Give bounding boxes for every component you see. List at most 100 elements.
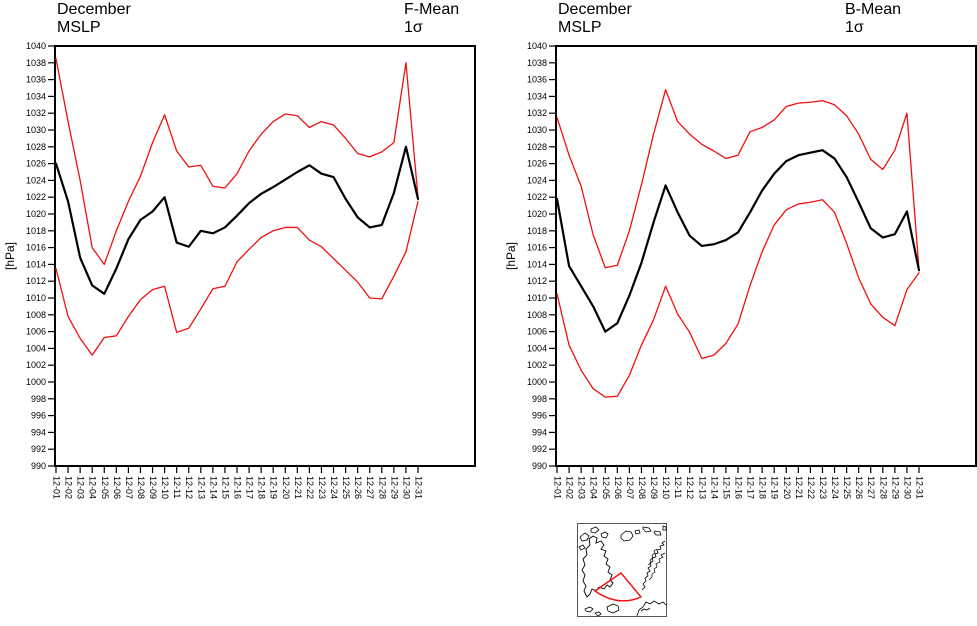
- svg-text:12-04: 12-04: [88, 476, 98, 499]
- svg-text:996: 996: [532, 411, 547, 421]
- svg-text:12-18: 12-18: [257, 476, 267, 499]
- svg-text:12-29: 12-29: [890, 476, 900, 499]
- svg-text:1026: 1026: [26, 159, 46, 169]
- svg-text:12-23: 12-23: [317, 476, 327, 499]
- coastline-norway: [641, 540, 666, 591]
- svg-text:12-11: 12-11: [673, 476, 683, 498]
- coastline-arctic-islands: [578, 526, 609, 551]
- svg-text:12-20: 12-20: [782, 476, 792, 499]
- svg-text:1010: 1010: [26, 293, 46, 303]
- svg-text:1010: 1010: [527, 293, 547, 303]
- svg-text:990: 990: [532, 461, 547, 471]
- svg-text:12-26: 12-26: [854, 476, 864, 499]
- svg-text:1020: 1020: [26, 209, 46, 219]
- chart-corner-sigma: 1σ: [404, 19, 423, 36]
- svg-text:12-25: 12-25: [842, 476, 852, 499]
- svg-text:12-28: 12-28: [878, 476, 888, 499]
- svg-text:990: 990: [31, 461, 46, 471]
- svg-text:12-17: 12-17: [746, 476, 756, 499]
- svg-text:12-22: 12-22: [305, 476, 315, 499]
- svg-text:12-07: 12-07: [124, 476, 134, 499]
- svg-text:1020: 1020: [527, 209, 547, 219]
- svg-text:12-03: 12-03: [76, 476, 86, 499]
- svg-text:12-14: 12-14: [208, 476, 218, 499]
- svg-text:12-25: 12-25: [341, 476, 351, 499]
- chart-f-mean: December MSLP F-Mean 1σ 1040 1038 1036 1034…: [0, 0, 501, 520]
- chart-b-mean: December MSLP B-Mean 1σ 1040 1038 1036 1034…: [501, 0, 977, 520]
- svg-text:1008: 1008: [527, 310, 547, 320]
- svg-text:994: 994: [532, 427, 547, 437]
- svg-text:1002: 1002: [527, 360, 547, 370]
- svg-text:12-05: 12-05: [100, 476, 110, 499]
- svg-text:1006: 1006: [527, 327, 547, 337]
- svg-text:12-13: 12-13: [196, 476, 206, 499]
- svg-text:1004: 1004: [26, 343, 46, 353]
- svg-text:12-27: 12-27: [866, 476, 876, 499]
- svg-text:1026: 1026: [527, 159, 547, 169]
- svg-text:12-08: 12-08: [637, 476, 647, 499]
- svg-text:12-04: 12-04: [589, 476, 599, 499]
- svg-text:12-17: 12-17: [245, 476, 255, 499]
- map-border: [577, 523, 667, 617]
- mslp-plot-b-mean: 1040 1038 1036 1034 1032 1030 1028 1026 1024 1022…: [504, 41, 977, 499]
- svg-text:1032: 1032: [26, 108, 46, 118]
- chart-corner-label: F-Mean: [404, 1, 460, 18]
- svg-text:12-12: 12-12: [685, 476, 695, 499]
- svg-text:1034: 1034: [527, 91, 547, 101]
- svg-text:12-19: 12-19: [770, 476, 780, 499]
- svg-text:12-15: 12-15: [220, 476, 230, 499]
- svg-text:12-24: 12-24: [830, 476, 840, 499]
- analysis-region-outline: [594, 572, 642, 602]
- svg-text:12-09: 12-09: [148, 476, 158, 499]
- svg-text:12-10: 12-10: [661, 476, 671, 499]
- svg-text:1004: 1004: [527, 343, 547, 353]
- svg-text:12-08: 12-08: [136, 476, 146, 499]
- svg-text:12-16: 12-16: [734, 476, 744, 499]
- svg-text:12-23: 12-23: [818, 476, 828, 499]
- svg-text:12-15: 12-15: [721, 476, 731, 499]
- chart-corner-sigma: 1σ: [845, 19, 864, 36]
- svg-text:12-30: 12-30: [401, 476, 411, 499]
- svg-text:1028: 1028: [527, 142, 547, 152]
- svg-text:1040: 1040: [26, 41, 46, 51]
- svg-text:[hPa]: [hPa]: [3, 242, 17, 270]
- svg-text:1032: 1032: [527, 108, 547, 118]
- svg-text:1040: 1040: [527, 41, 547, 51]
- svg-text:1016: 1016: [527, 243, 547, 253]
- coastline-iceland: [584, 603, 620, 617]
- svg-text:996: 996: [31, 411, 46, 421]
- svg-text:12-16: 12-16: [233, 476, 243, 499]
- svg-text:12-09: 12-09: [649, 476, 659, 499]
- svg-text:1030: 1030: [527, 125, 547, 135]
- svg-text:12-21: 12-21: [794, 476, 804, 499]
- chart-corner-label: B-Mean: [845, 1, 902, 18]
- svg-text:992: 992: [532, 444, 547, 454]
- svg-text:1028: 1028: [26, 142, 46, 152]
- svg-text:12-01: 12-01: [52, 476, 62, 499]
- svg-text:12-24: 12-24: [329, 476, 339, 499]
- svg-text:12-05: 12-05: [601, 476, 611, 499]
- svg-text:998: 998: [532, 394, 547, 404]
- svg-text:1000: 1000: [527, 377, 547, 387]
- svg-text:12-02: 12-02: [64, 476, 74, 499]
- svg-text:12-27: 12-27: [365, 476, 375, 499]
- svg-text:12-29: 12-29: [389, 476, 399, 499]
- svg-text:1034: 1034: [26, 91, 46, 101]
- svg-text:1024: 1024: [26, 175, 46, 185]
- svg-text:1016: 1016: [26, 243, 46, 253]
- svg-text:1006: 1006: [26, 327, 46, 337]
- svg-text:12-03: 12-03: [577, 476, 587, 499]
- svg-text:1000: 1000: [26, 377, 46, 387]
- svg-text:[hPa]: [hPa]: [504, 242, 518, 270]
- coastline-greenland: [581, 535, 614, 598]
- coastline-europe: [636, 600, 667, 617]
- svg-text:12-07: 12-07: [625, 476, 635, 499]
- svg-text:12-10: 12-10: [160, 476, 170, 499]
- svg-text:1008: 1008: [26, 310, 46, 320]
- svg-text:1036: 1036: [26, 75, 46, 85]
- svg-text:12-30: 12-30: [902, 476, 912, 499]
- svg-text:1012: 1012: [527, 276, 547, 286]
- svg-text:1014: 1014: [26, 259, 46, 269]
- svg-text:1014: 1014: [527, 259, 547, 269]
- svg-text:998: 998: [31, 394, 46, 404]
